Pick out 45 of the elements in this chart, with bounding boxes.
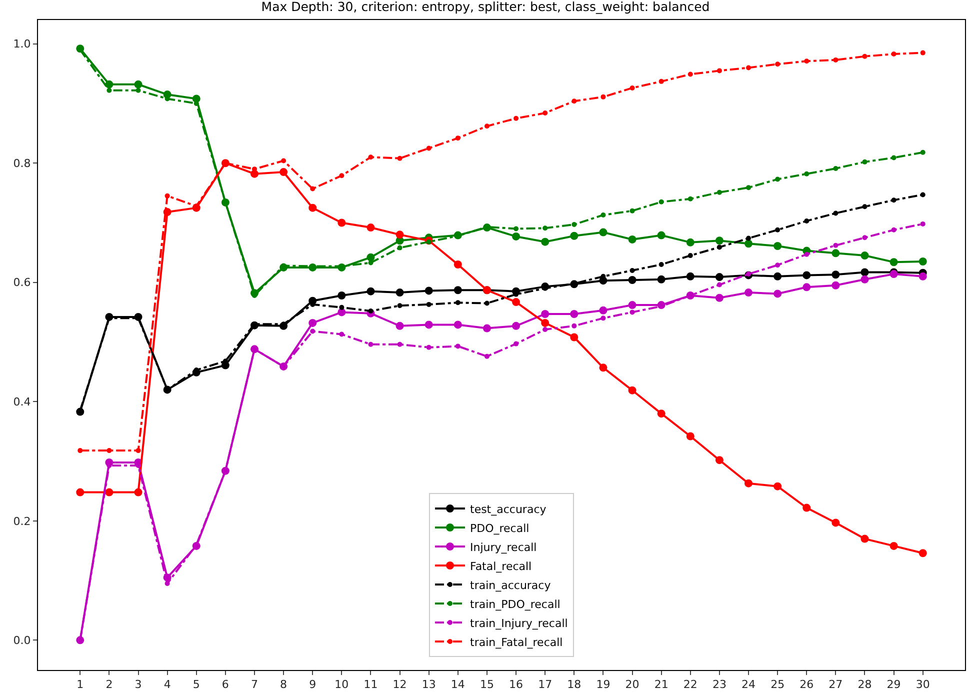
x-tick-label: 27 <box>828 678 843 692</box>
x-tick-label: 19 <box>596 678 610 692</box>
x-tick-label: 2 <box>106 678 113 692</box>
x-tick-label: 21 <box>654 678 668 692</box>
x-tick-label: 5 <box>192 678 200 692</box>
legend-label: train_PDO_recall <box>470 598 560 611</box>
y-tick-label: 1.0 <box>13 38 31 51</box>
legend-label: Fatal_recall <box>470 560 532 573</box>
x-tick-label: 26 <box>800 678 814 692</box>
x-tick-label: 25 <box>770 678 785 692</box>
x-tick-label: 22 <box>683 678 698 692</box>
x-tick-label: 10 <box>334 678 349 692</box>
y-tick-label: 0.0 <box>13 634 31 648</box>
x-tick-label: 15 <box>480 678 494 692</box>
legend-label: Injury_recall <box>470 540 537 554</box>
x-tick-label: 23 <box>712 678 726 692</box>
x-tick-label: 13 <box>422 678 436 692</box>
x-tick-label: 6 <box>222 678 229 692</box>
y-tick-label: 0.2 <box>13 514 31 528</box>
x-tick-label: 7 <box>250 678 258 692</box>
legend-label: test_accuracy <box>470 502 547 516</box>
legend-label: train_accuracy <box>470 578 552 592</box>
x-tick-label: 24 <box>742 678 756 692</box>
x-tick-label: 14 <box>450 678 465 692</box>
legend-label: PDO_recall <box>470 522 530 535</box>
legend-label: train_Fatal_recall <box>470 636 563 649</box>
x-tick-label: 1 <box>76 678 84 692</box>
y-tick-label: 0.4 <box>13 396 31 408</box>
x-tick-label: 28 <box>858 678 872 692</box>
chart-title: Max Depth: 30, criterion: entropy, splitter: best, class_weight: balanced <box>261 0 710 14</box>
y-tick-label: 0.6 <box>13 276 31 290</box>
x-tick-label: 8 <box>280 678 288 692</box>
x-tick-label: 16 <box>509 678 524 692</box>
x-tick-label: 30 <box>916 678 930 692</box>
x-tick-label: 17 <box>538 678 552 692</box>
x-tick-label: 3 <box>134 678 142 692</box>
x-tick-label: 4 <box>164 678 171 692</box>
x-tick-label: 9 <box>309 678 316 692</box>
x-tick-label: 11 <box>364 678 378 692</box>
x-tick-label: 18 <box>567 678 582 692</box>
x-tick-label: 20 <box>625 678 640 692</box>
legend-label: train_Injury_recall <box>470 616 568 630</box>
y-tick-label: 0.8 <box>13 156 31 170</box>
x-tick-label: 12 <box>392 678 407 692</box>
x-tick-label: 29 <box>886 678 901 692</box>
